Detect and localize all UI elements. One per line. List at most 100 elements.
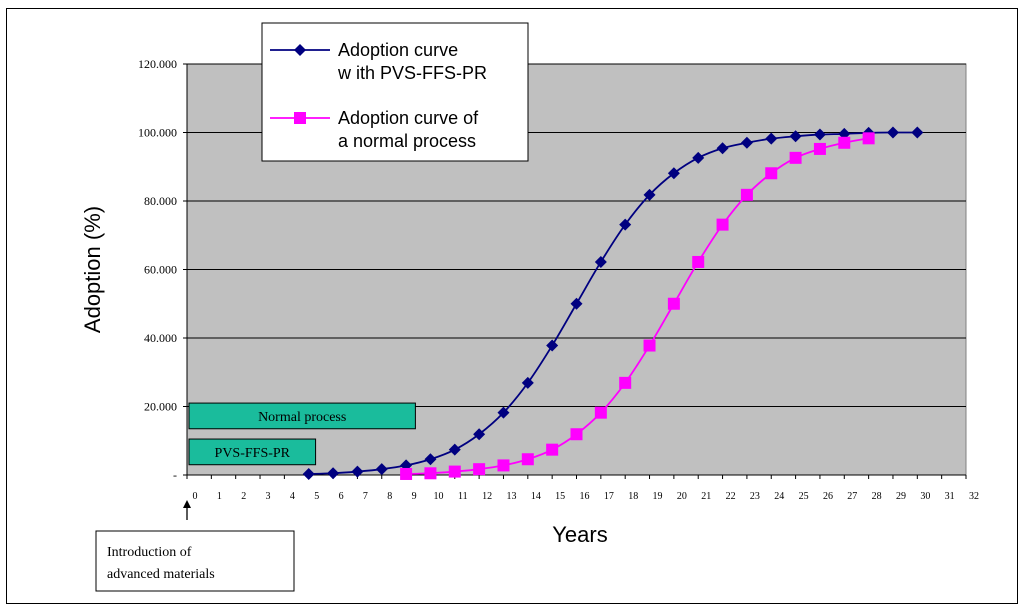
x-tick-label: 3 (266, 491, 271, 502)
x-tick-label: 10 (433, 491, 443, 502)
x-tick-label: 8 (387, 491, 392, 502)
data-point-diamond (497, 406, 510, 419)
x-tick-label: 20 (677, 491, 687, 502)
data-point-square (521, 453, 534, 466)
x-tick-label: 2 (241, 491, 246, 502)
data-point-diamond (692, 151, 705, 164)
x-tick-label: 4 (290, 491, 295, 502)
data-point-diamond (473, 428, 486, 441)
data-point-diamond (570, 297, 583, 310)
y-tick-label: 40.000 (144, 331, 177, 345)
data-point-diamond (375, 463, 388, 476)
introduction-note-text: advanced materials (107, 567, 215, 582)
data-point-square (619, 376, 632, 389)
data-point-diamond (643, 188, 656, 201)
data-point-square (813, 142, 826, 155)
y-axis-title: Adoption (%) (80, 206, 105, 333)
x-tick-label: 14 (531, 491, 541, 502)
x-tick-label: 7 (363, 491, 368, 502)
x-tick-label: 6 (339, 491, 344, 502)
data-point-diamond (546, 339, 559, 352)
y-tick-label: 60.000 (144, 263, 177, 277)
legend-box (261, 22, 529, 162)
annotation-normal-process-bar (188, 402, 416, 430)
data-point-square (497, 459, 510, 472)
data-point-diamond (716, 142, 729, 155)
data-point-diamond (294, 44, 306, 56)
x-tick-label: 31 (945, 491, 955, 502)
y-tick-label: 20.000 (144, 400, 177, 414)
introduction-arrow-head (183, 500, 191, 508)
data-point-square (789, 151, 802, 164)
data-point-diamond (424, 453, 437, 466)
data-point-diamond (448, 443, 461, 456)
x-tick-label: 26 (823, 491, 833, 502)
y-tick-label: 100.000 (138, 126, 177, 140)
x-tick-label: 5 (314, 491, 319, 502)
x-tick-label: 30 (920, 491, 930, 502)
data-point-square (716, 218, 729, 231)
x-tick-label: 16 (580, 491, 590, 502)
data-point-diamond (667, 167, 680, 180)
data-point-square (448, 465, 461, 478)
x-tick-label: 17 (604, 491, 614, 502)
x-tick-label: 1 (217, 491, 222, 502)
chart-frame (6, 8, 1018, 604)
x-tick-label: 18 (628, 491, 638, 502)
x-tick-label: 29 (896, 491, 906, 502)
y-tick-label: - (173, 468, 177, 482)
data-point-square (594, 406, 607, 419)
data-point-square (838, 136, 851, 149)
x-axis-title: Years (552, 522, 607, 547)
data-point-square (473, 463, 486, 476)
data-point-diamond (302, 467, 315, 480)
data-point-square (862, 132, 875, 145)
data-point-diamond (619, 218, 632, 231)
x-tick-label: 11 (458, 491, 468, 502)
x-tick-label: 9 (412, 491, 417, 502)
annotation-normal-process-label: Normal process (258, 410, 346, 425)
y-tick-label: 120.000 (138, 57, 177, 71)
data-point-square (400, 467, 413, 480)
data-point-square (294, 112, 306, 124)
data-point-diamond (886, 126, 899, 139)
introduction-note-box (95, 530, 295, 592)
legend-entry-1: Adoption curve (338, 40, 458, 60)
legend-entry-2: a normal process (338, 131, 476, 151)
data-point-square (692, 255, 705, 268)
legend-entry-1: w ith PVS-FFS-PR (337, 63, 487, 83)
data-point-diamond (351, 465, 364, 478)
data-point-diamond (789, 130, 802, 143)
x-tick-label: 24 (774, 491, 784, 502)
data-point-square (546, 443, 559, 456)
data-point-square (765, 167, 778, 180)
x-tick-label: 25 (799, 491, 809, 502)
x-tick-label: 19 (653, 491, 663, 502)
annotation-pvs-ffs-pr-label: PVS-FFS-PR (215, 446, 291, 461)
x-tick-label: 32 (969, 491, 979, 502)
x-tick-label: 15 (555, 491, 565, 502)
x-tick-label: 13 (506, 491, 516, 502)
data-point-diamond (813, 128, 826, 141)
annotation-pvs-ffs-pr-bar (188, 438, 317, 466)
data-point-diamond (911, 126, 924, 139)
y-tick-label: 80.000 (144, 194, 177, 208)
data-point-diamond (765, 132, 778, 145)
data-point-square (570, 428, 583, 441)
data-point-diamond (740, 136, 753, 149)
x-tick-label: 12 (482, 491, 492, 502)
x-tick-label: 28 (872, 491, 882, 502)
data-point-diamond (594, 255, 607, 268)
x-tick-label: 27 (847, 491, 857, 502)
data-point-square (424, 467, 437, 480)
legend-entry-2: Adoption curve of (338, 108, 479, 128)
x-tick-label: 0 (193, 491, 198, 502)
x-tick-label: 21 (701, 491, 711, 502)
data-point-diamond (521, 376, 534, 389)
introduction-note-text: Introduction of (107, 545, 192, 560)
x-tick-label: 23 (750, 491, 760, 502)
data-point-square (667, 297, 680, 310)
data-point-square (643, 339, 656, 352)
data-point-square (740, 188, 753, 201)
